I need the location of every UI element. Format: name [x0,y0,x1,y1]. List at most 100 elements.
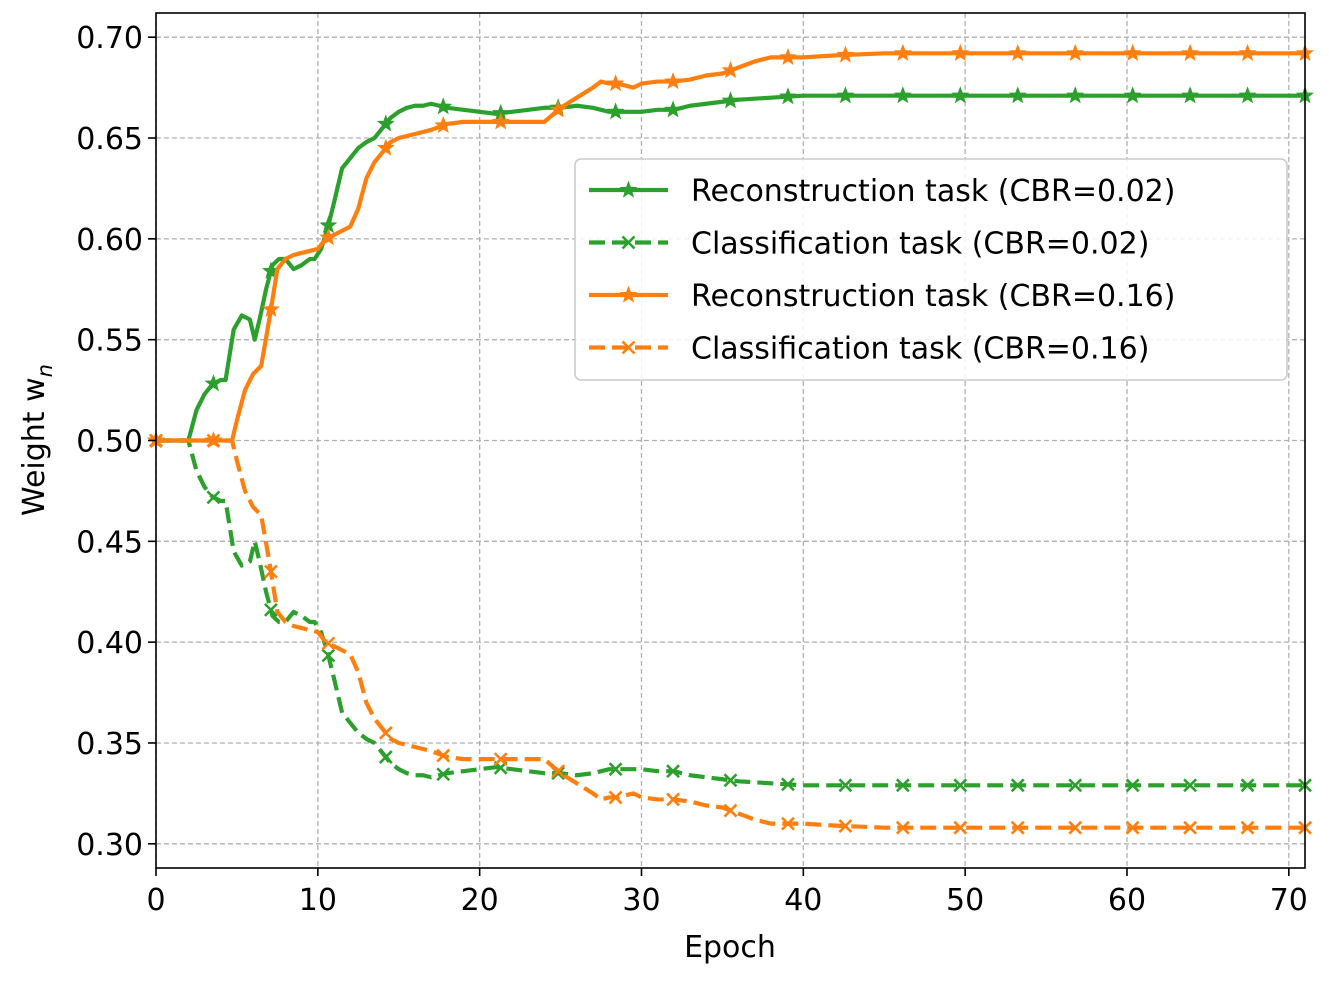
series-marker [206,433,221,448]
series-marker [836,45,855,63]
y-tick-label: 0.60 [76,223,143,258]
legend-marker [619,285,638,303]
series-marker [778,47,797,65]
y-axis-label-subscript: n [33,364,57,377]
series-marker [434,115,453,134]
y-tick-label: 0.40 [76,626,143,661]
y-axis-label-main: Weight w [17,377,52,516]
legend-label: Classification task (CBR=0.02) [691,227,1149,262]
series-marker [606,74,625,92]
series-marker [1238,43,1257,61]
legend-frame [574,158,1288,381]
legend-marker [621,235,636,250]
legend-entry: Reconstruction task (CBR=0.16) [589,279,1175,314]
series-marker [1123,86,1142,104]
series-marker [1010,820,1025,835]
series-marker [263,602,278,617]
series-line [156,438,1305,830]
x-tick-label: 10 [299,883,337,918]
series-marker [204,374,223,392]
series-marker [1068,778,1083,793]
series-marker [551,764,566,779]
series-marker [1066,86,1085,104]
legend-label: Reconstruction task (CBR=0.16) [691,279,1175,314]
series-marker [666,764,680,779]
series-marker [378,750,393,765]
series-layer [147,43,1314,835]
series-marker [1008,86,1027,104]
series-marker [608,762,623,777]
series-line [156,438,1305,788]
y-tick-label: 0.65 [76,122,143,157]
series-marker [721,91,740,109]
series-marker [953,820,968,835]
x-tick-label: 20 [461,883,499,918]
x-tick-label: 50 [946,883,984,918]
series-marker [893,43,912,61]
series-marker [895,820,910,835]
series-marker [321,648,336,663]
series-marker [1125,820,1140,835]
series-marker [895,778,910,793]
series-marker [1066,43,1085,61]
series-marker [1125,778,1140,793]
series-marker [1240,778,1255,793]
series-line [156,51,1305,443]
series-marker [1068,820,1083,835]
series-marker [723,773,738,788]
series-marker [1181,43,1200,61]
x-tick-label: 0 [146,883,165,918]
series-marker [206,490,221,505]
legend-entry: Reconstruction task (CBR=0.02) [589,174,1175,209]
x-tick-label: 60 [1108,883,1146,918]
series-marker [893,86,912,104]
series-marker [436,748,451,763]
series-marker [549,100,568,118]
series-line [156,93,1305,443]
grid-layer [155,13,1305,868]
series-marker [951,43,970,61]
legend: Reconstruction task (CBR=0.02) Classifica… [574,158,1288,381]
y-tick-label: 0.30 [76,828,143,863]
series-marker [1183,778,1198,793]
legend-entry: Classification task (CBR=0.16) [589,332,1149,367]
y-tick-label: 0.35 [76,727,143,762]
series-marker [838,819,853,833]
series-marker [666,792,680,807]
series-marker [606,102,625,120]
y-tick-label: 0.55 [76,324,143,359]
series-marker [723,803,738,818]
series-marker [493,752,508,767]
tick-layer: 0 10 20 30 40 50 60 70 0.30 0.35 0.40 0.45 0.50 0.55 0… [76,21,1308,918]
series-marker [721,61,740,79]
x-axis-label: Epoch [684,930,776,965]
series-marker [664,72,683,90]
legend-entry: Classification task (CBR=0.02) [589,227,1149,262]
series-4 [149,433,1312,835]
series-marker [378,725,393,740]
series-marker [491,112,510,130]
y-tick-label: 0.45 [76,525,143,560]
series-marker [1183,820,1198,835]
series-marker [376,114,395,132]
series-marker [951,86,970,104]
legend-marker [619,180,638,198]
series-2 [149,433,1312,793]
series-marker [781,816,795,831]
series-marker [1010,778,1025,793]
series-marker [836,86,855,104]
series-marker [376,138,395,156]
y-tick-label: 0.50 [76,425,143,460]
series-marker [778,87,797,105]
series-marker [838,778,853,793]
series-marker [1008,43,1027,61]
series-marker [319,228,338,246]
series-marker [261,299,280,318]
legend-label: Reconstruction task (CBR=0.02) [691,174,1175,209]
series-marker [263,564,278,579]
series-marker [434,97,453,115]
y-tick-label: 0.70 [76,21,143,56]
series-marker [608,790,623,805]
series-marker [664,100,683,118]
series-marker [781,777,795,792]
